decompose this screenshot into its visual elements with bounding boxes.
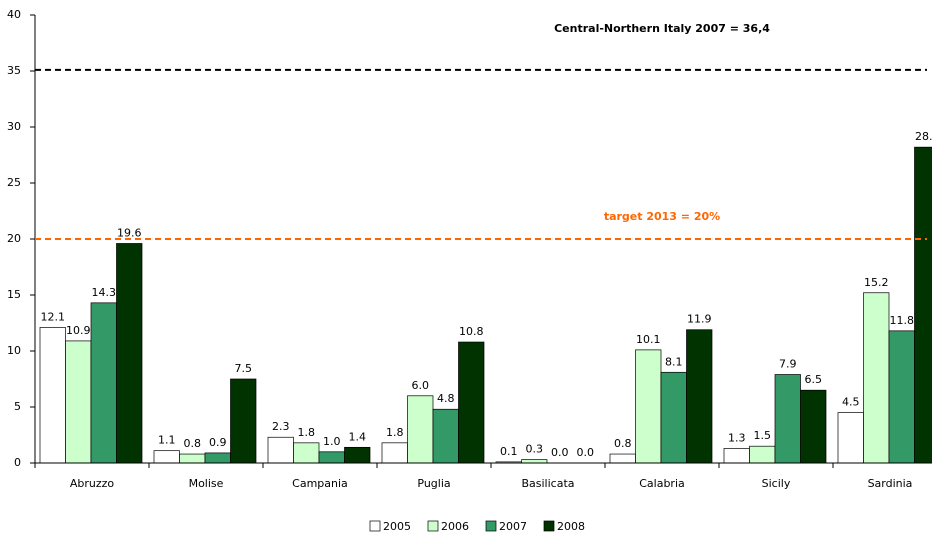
y-tick-label: 15 [7,288,21,301]
bar [65,340,92,464]
x-tick-label: Molise [189,477,224,490]
y-tick-label: 25 [7,176,21,189]
y-tick-label: 30 [7,120,21,133]
value-label: 0.0 [577,446,595,459]
bar [686,329,713,464]
x-tick-label: Abruzzo [70,477,115,490]
value-label: 7.9 [779,358,797,371]
y-tick-label: 40 [7,8,21,21]
value-label: 8.1 [665,355,683,368]
legend-swatch [427,520,439,532]
bar [381,442,408,464]
value-label: 1.8 [298,426,316,439]
value-label: 0.8 [614,437,632,450]
y-tick-label: 35 [7,64,21,77]
y-tick-label: 20 [7,232,21,245]
value-label: 28.2 [915,130,932,143]
x-tick-label: Sicily [762,477,791,490]
value-label: 10.1 [636,333,661,346]
value-label: 7.5 [235,362,253,375]
bar [521,459,548,464]
value-label: 15.2 [864,276,889,289]
legend-swatch [369,520,381,532]
bar [179,453,206,464]
bar [116,243,143,464]
bar [458,341,485,464]
legend-label: 2008 [557,520,585,533]
value-label: 14.3 [92,286,117,299]
bar [267,436,294,464]
value-label: 1.3 [728,431,746,444]
bar [914,146,932,464]
y-tick-label: 5 [14,400,21,413]
x-tick-label: Campania [292,477,348,490]
value-label: 6.0 [412,379,430,392]
y-tick-label: 0 [14,456,21,469]
bar [344,446,371,464]
value-label: 1.5 [754,429,772,442]
value-label: 0.1 [500,445,518,458]
value-label: 1.1 [158,434,176,447]
bar [888,330,915,464]
bar [407,395,434,464]
legend-swatch [485,520,497,532]
x-tick-label: Basilicata [521,477,574,490]
bar [39,327,66,464]
bar [660,371,687,464]
bar [635,349,662,464]
bar [723,448,750,464]
value-label: 6.5 [805,373,823,386]
reference-label: Central-Northern Italy 2007 = 36,4 [554,22,770,35]
value-label: 4.8 [437,392,455,405]
value-label: 19.6 [117,226,142,239]
legend-label: 2007 [499,520,527,533]
value-label: 10.9 [66,324,91,337]
legend-label: 2006 [441,520,469,533]
value-label: 10.8 [459,325,484,338]
value-label: 0.8 [184,437,202,450]
value-label: 1.4 [349,430,367,443]
x-tick-label: Sardinia [868,477,913,490]
value-label: 4.5 [842,396,860,409]
bar [609,453,636,464]
bar [204,452,231,464]
value-label: 12.1 [41,310,66,323]
bar [293,442,320,464]
value-label: 0.9 [209,436,227,449]
reference-label: target 2013 = 20% [604,210,720,223]
bar [318,451,345,464]
x-tick-label: Calabria [639,477,685,490]
bar [774,374,801,464]
legend-swatch [543,520,555,532]
value-label: 1.0 [323,435,341,448]
x-tick-label: Puglia [417,477,450,490]
bar [749,445,776,464]
bar [863,292,890,464]
value-label: 1.8 [386,426,404,439]
value-label: 11.9 [687,313,712,326]
bar [90,302,117,464]
bar [800,389,827,464]
value-label: 0.3 [526,443,544,456]
bar [230,378,257,464]
value-label: 11.8 [890,314,915,327]
value-label: 2.3 [272,420,290,433]
bar [837,412,864,464]
y-tick-label: 10 [7,344,21,357]
value-label: 0.0 [551,446,569,459]
legend-label: 2005 [383,520,411,533]
bar [153,450,180,464]
bar [432,408,459,464]
